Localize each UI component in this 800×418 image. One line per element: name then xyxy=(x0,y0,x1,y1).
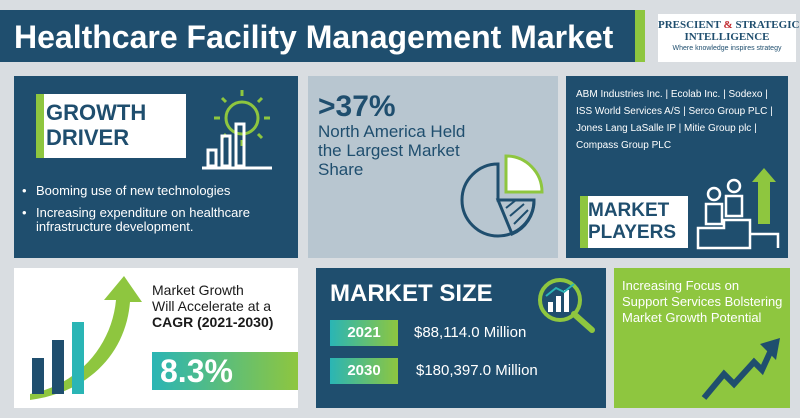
cagr-text-bold: CAGR (2021-2030) xyxy=(152,314,274,330)
growth-driver-title-box xyxy=(36,94,186,158)
market-size-value-2021: $88,114.0 Million xyxy=(414,324,527,341)
cagr-value-box xyxy=(152,352,298,390)
rising-bars-arrow-icon xyxy=(30,276,142,400)
growth-title-line-1: GROWTH xyxy=(46,100,147,125)
company-logo: PRESCIENT & STRATEGIC INTELLIGENCE Where… xyxy=(658,14,800,62)
logo-tagline: Where knowledge inspires strategy xyxy=(672,45,782,52)
cagr-value: 8.3% xyxy=(160,353,233,389)
support-services-panel xyxy=(614,268,790,408)
cagr-text-line-2: Will Accelerate at a xyxy=(152,298,272,314)
cagr-text-line-1: Market Growth xyxy=(152,282,244,298)
people-podium-icon xyxy=(696,168,780,250)
support-services-text: Increasing Focus on Support Services Bol… xyxy=(622,278,783,325)
logo-line-1: PRESCIENT & STRATEGIC xyxy=(658,19,800,31)
title-bar xyxy=(0,10,645,62)
market-size-title: MARKET SIZE xyxy=(330,280,493,307)
market-players-title-box xyxy=(580,196,688,248)
market-players-list: ABM Industries Inc. | Ecolab Inc. | Sode… xyxy=(576,89,773,151)
pie-chart-icon xyxy=(460,154,544,238)
magnifier-chart-icon xyxy=(538,278,595,333)
regional-share-percent: >37% xyxy=(318,90,396,123)
growth-driver-list: Booming use of new technologies Increasi… xyxy=(18,184,296,242)
players-title-line-2: PLAYERS xyxy=(588,222,676,243)
list-item: Booming use of new technologies xyxy=(18,184,296,199)
page-title: Healthcare Facility Management Market xyxy=(14,19,614,55)
regional-share-text: North America Held the Largest Market Sh… xyxy=(318,122,466,179)
market-size-value-2030: $180,397.0 Million xyxy=(416,362,538,379)
market-size-year-2021: 2021 xyxy=(330,320,398,346)
market-size-year-2030: 2030 xyxy=(330,358,398,384)
logo-line-2: INTELLIGENCE xyxy=(684,31,770,43)
gear-bar-chart-icon xyxy=(202,90,272,170)
players-title-line-1: MARKET xyxy=(588,200,670,221)
growth-driver-title: GROWTH DRIVER xyxy=(46,100,146,150)
trend-arrow-icon xyxy=(701,338,780,400)
list-item: Increasing expenditure on healthcare inf… xyxy=(18,206,296,234)
market-players-title: MARKET PLAYERS xyxy=(588,200,676,244)
cagr-description: Market Growth Will Accelerate at a CAGR … xyxy=(152,282,297,330)
growth-title-line-2: DRIVER xyxy=(46,125,130,150)
